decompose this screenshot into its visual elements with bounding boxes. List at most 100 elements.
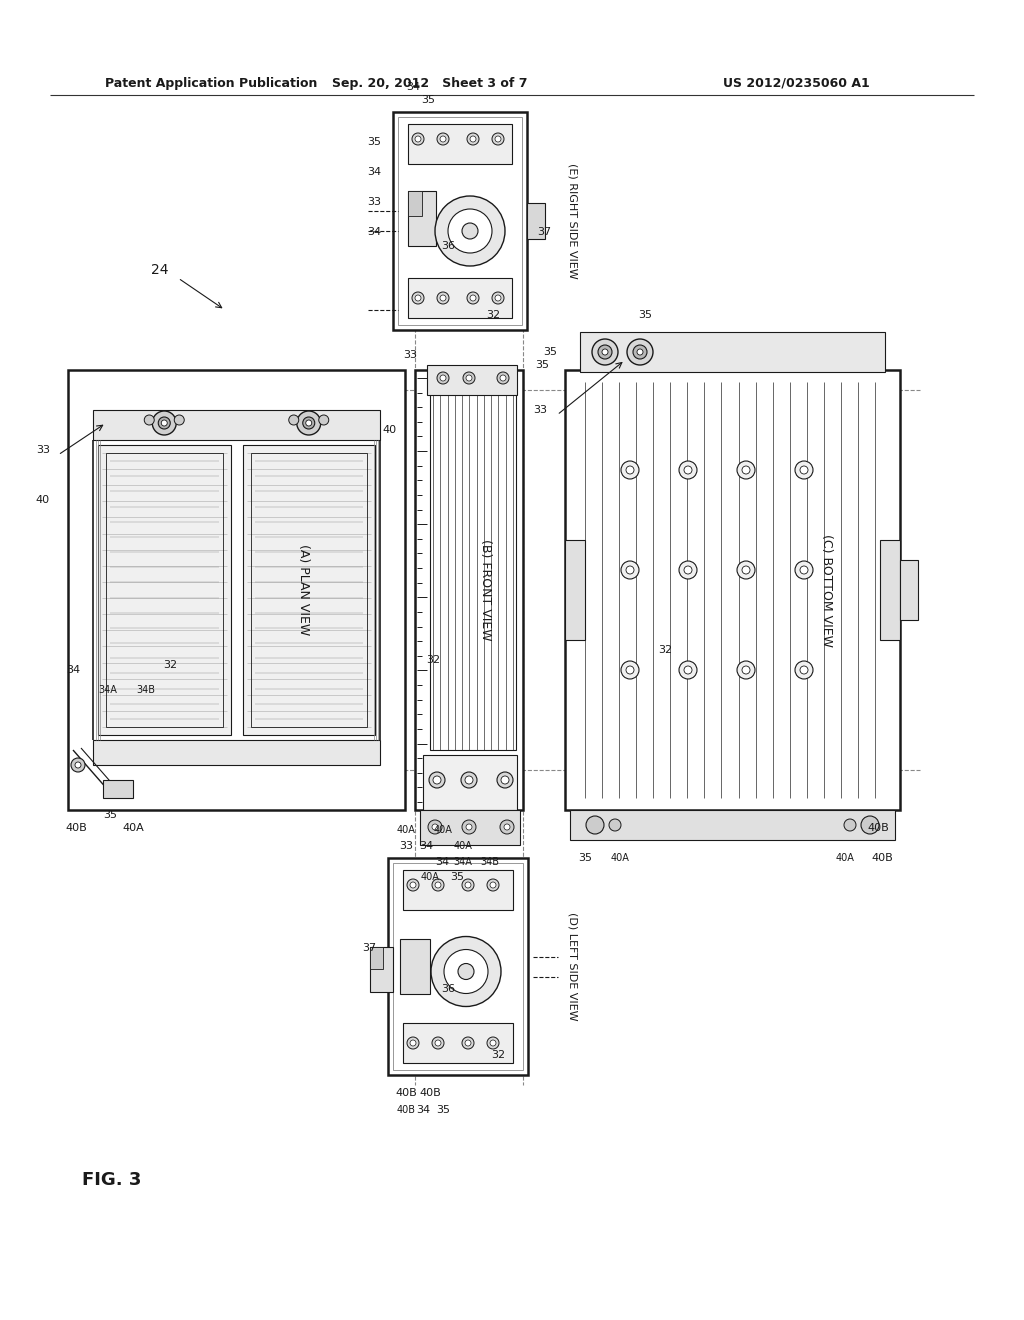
Bar [570, 810, 895, 840]
Circle shape [428, 820, 442, 834]
Text: 35: 35 [367, 137, 381, 147]
Circle shape [621, 561, 639, 579]
Circle shape [795, 661, 813, 678]
Circle shape [633, 345, 647, 359]
Circle shape [458, 964, 474, 979]
Circle shape [742, 466, 750, 474]
Text: 35: 35 [421, 95, 435, 106]
Text: 34B: 34B [480, 857, 499, 867]
Bar [408, 191, 422, 216]
Circle shape [609, 818, 621, 832]
Circle shape [742, 667, 750, 675]
Text: 35: 35 [450, 873, 464, 882]
Circle shape [800, 566, 808, 574]
Circle shape [431, 936, 501, 1006]
Text: 32: 32 [658, 645, 672, 655]
Circle shape [467, 133, 479, 145]
Circle shape [800, 466, 808, 474]
Circle shape [435, 195, 505, 267]
Circle shape [159, 417, 170, 429]
Text: 40B: 40B [871, 853, 893, 863]
Text: US 2012/0235060 A1: US 2012/0235060 A1 [723, 77, 870, 90]
Text: 34A: 34A [453, 857, 472, 867]
Circle shape [462, 879, 474, 891]
Circle shape [495, 294, 501, 301]
Text: 34: 34 [367, 168, 381, 177]
Text: 35: 35 [578, 853, 592, 863]
Text: (B) FRONT VIEW: (B) FRONT VIEW [478, 539, 492, 640]
Text: 34: 34 [406, 82, 420, 92]
Circle shape [466, 824, 472, 830]
Text: 32: 32 [163, 660, 177, 671]
Circle shape [487, 879, 499, 891]
Circle shape [844, 818, 856, 832]
Bar [398, 117, 522, 325]
Text: 34: 34 [66, 665, 80, 675]
Text: (D) LEFT SIDE VIEW: (D) LEFT SIDE VIEW [568, 912, 578, 1020]
Text: Patent Application Publication: Patent Application Publication [105, 77, 317, 90]
Circle shape [75, 762, 81, 768]
Text: 40A: 40A [433, 825, 453, 836]
Text: 32: 32 [426, 655, 440, 665]
Circle shape [495, 136, 501, 143]
Text: 34: 34 [435, 857, 450, 867]
Circle shape [437, 133, 449, 145]
Circle shape [306, 420, 311, 426]
Circle shape [463, 372, 475, 384]
Circle shape [71, 758, 85, 772]
Circle shape [500, 375, 506, 381]
Circle shape [621, 661, 639, 678]
Circle shape [318, 414, 329, 425]
Text: 36: 36 [441, 983, 455, 994]
Circle shape [449, 209, 492, 253]
Circle shape [795, 561, 813, 579]
Circle shape [289, 414, 299, 425]
Bar [408, 191, 436, 246]
Circle shape [679, 661, 697, 678]
Bar [565, 540, 585, 640]
Circle shape [861, 816, 879, 834]
Circle shape [800, 667, 808, 675]
Circle shape [626, 667, 634, 675]
Circle shape [487, 1038, 499, 1049]
Circle shape [412, 292, 424, 304]
Text: 40: 40 [36, 495, 50, 506]
Bar [403, 1023, 513, 1063]
Bar [393, 863, 523, 1071]
Bar [106, 453, 222, 727]
Circle shape [679, 461, 697, 479]
Circle shape [465, 1040, 471, 1045]
Circle shape [470, 294, 476, 301]
Bar [370, 946, 393, 991]
Bar [565, 370, 900, 810]
Circle shape [592, 339, 618, 366]
Text: 40B: 40B [395, 1088, 417, 1098]
Text: 40B: 40B [396, 1105, 416, 1115]
Circle shape [637, 348, 643, 355]
Bar [408, 124, 512, 164]
Bar [93, 411, 380, 440]
Bar [408, 279, 512, 318]
Circle shape [466, 375, 472, 381]
Text: 33: 33 [534, 405, 547, 414]
Bar [388, 858, 528, 1074]
Circle shape [467, 292, 479, 304]
Circle shape [303, 417, 314, 429]
Text: 34B: 34B [136, 685, 155, 696]
Bar [430, 375, 516, 750]
Circle shape [297, 411, 321, 436]
Text: 40A: 40A [610, 853, 630, 863]
Bar [393, 112, 527, 330]
Circle shape [492, 292, 504, 304]
Text: 35: 35 [103, 810, 117, 820]
Circle shape [626, 466, 634, 474]
Bar [580, 333, 885, 372]
Circle shape [415, 136, 421, 143]
Circle shape [437, 372, 449, 384]
Text: 40A: 40A [122, 822, 144, 833]
Circle shape [415, 294, 421, 301]
Text: 37: 37 [537, 227, 551, 238]
Circle shape [461, 772, 477, 788]
Circle shape [437, 292, 449, 304]
Circle shape [462, 1038, 474, 1049]
